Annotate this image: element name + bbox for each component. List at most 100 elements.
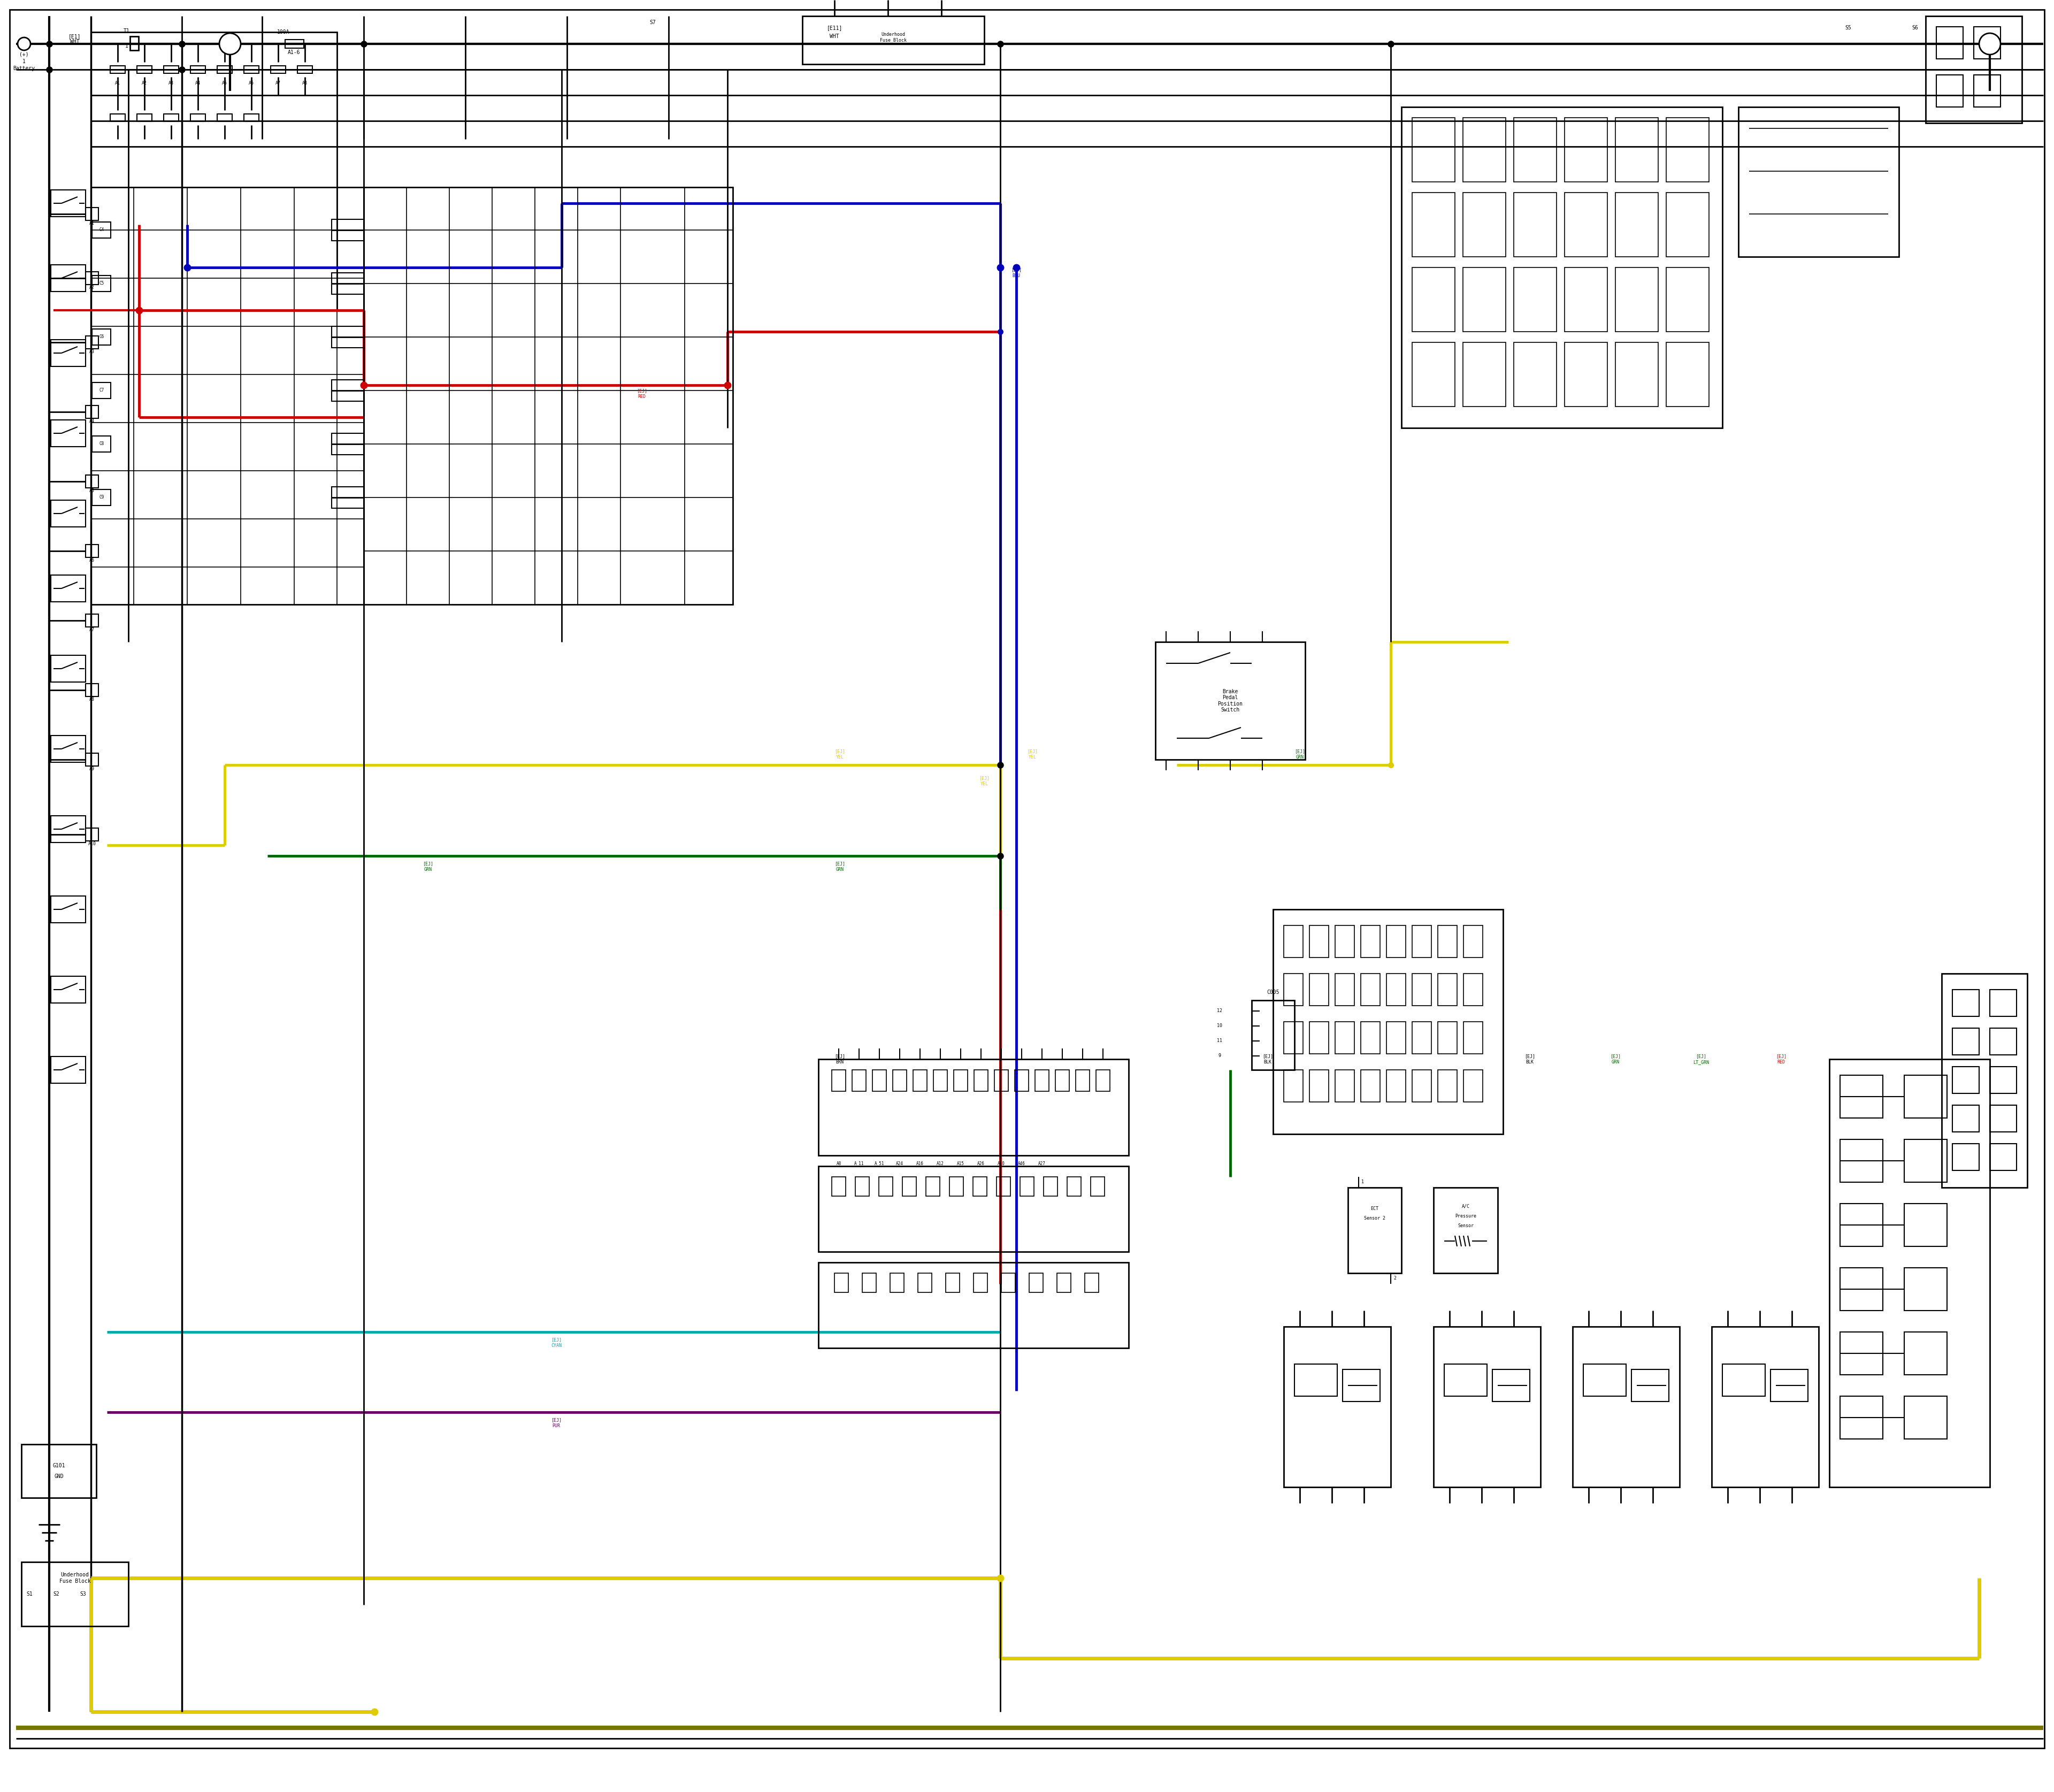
Bar xyxy=(1631,1369,1668,1401)
Bar xyxy=(331,380,364,401)
Bar xyxy=(51,340,86,366)
Bar xyxy=(138,66,152,73)
Bar xyxy=(51,815,86,842)
Bar xyxy=(803,16,984,65)
Bar xyxy=(164,115,179,122)
Bar xyxy=(1927,16,2021,124)
Bar xyxy=(1386,1021,1405,1054)
Text: [EJ]
PUR: [EJ] PUR xyxy=(550,1417,561,1428)
Text: A24: A24 xyxy=(896,1161,904,1167)
Text: A12: A12 xyxy=(937,1161,945,1167)
Text: A4: A4 xyxy=(88,419,94,425)
Bar xyxy=(994,1070,1009,1091)
Text: 100A: 100A xyxy=(277,29,290,34)
Bar xyxy=(164,66,179,73)
Text: [E11]: [E11] xyxy=(826,25,842,30)
Bar xyxy=(1462,342,1506,407)
Text: A3: A3 xyxy=(88,349,94,355)
Bar xyxy=(191,115,205,122)
Text: A9: A9 xyxy=(88,767,94,772)
Bar xyxy=(1937,27,1964,59)
Text: S5: S5 xyxy=(1844,25,1851,30)
Text: T1: T1 xyxy=(123,29,129,34)
Text: S2: S2 xyxy=(53,1591,60,1597)
Bar xyxy=(996,1177,1011,1195)
Bar xyxy=(1514,192,1557,256)
Bar xyxy=(1335,1070,1354,1102)
Bar xyxy=(51,500,86,527)
Bar xyxy=(51,1057,86,1082)
Bar xyxy=(1035,1070,1050,1091)
Bar xyxy=(1904,1396,1947,1439)
Bar xyxy=(1413,1021,1432,1054)
Text: [EJ]
BLK: [EJ] BLK xyxy=(1524,1054,1534,1064)
Text: C7: C7 xyxy=(99,389,105,392)
Text: A10: A10 xyxy=(88,842,97,846)
Bar xyxy=(1990,1029,2017,1055)
Bar xyxy=(1514,267,1557,332)
Text: Sensor 2: Sensor 2 xyxy=(1364,1217,1384,1220)
Bar xyxy=(1666,118,1709,181)
Text: [EJ]
CYAN: [EJ] CYAN xyxy=(550,1337,561,1348)
Bar xyxy=(1974,75,2001,108)
Bar xyxy=(90,186,364,604)
Bar xyxy=(1614,192,1658,256)
Text: C5: C5 xyxy=(99,281,105,287)
Text: A5: A5 xyxy=(222,81,228,86)
Bar xyxy=(893,1070,906,1091)
Bar xyxy=(953,1070,967,1091)
Bar xyxy=(1953,1066,1980,1093)
Bar xyxy=(331,434,364,455)
Bar xyxy=(1584,1364,1627,1396)
Bar xyxy=(902,1177,916,1195)
Bar xyxy=(1723,1364,1764,1396)
Text: A8: A8 xyxy=(302,81,308,86)
Text: [EJ]
GRN: [EJ] GRN xyxy=(1294,749,1304,760)
Bar xyxy=(1413,267,1454,332)
Bar xyxy=(1434,1326,1540,1487)
Bar xyxy=(1904,1204,1947,1247)
Bar xyxy=(1840,1204,1884,1247)
Bar xyxy=(331,487,364,509)
Text: [EJ]
RED: [EJ] RED xyxy=(637,389,647,400)
Bar xyxy=(86,405,99,418)
Text: A/C: A/C xyxy=(1462,1204,1469,1208)
Bar xyxy=(86,545,99,557)
Bar xyxy=(832,1177,846,1195)
Bar xyxy=(1438,973,1456,1005)
Bar xyxy=(1097,1070,1109,1091)
Bar xyxy=(1002,1272,1015,1292)
Bar xyxy=(1043,1177,1058,1195)
Bar xyxy=(1953,1106,1980,1133)
Bar xyxy=(1310,973,1329,1005)
Bar xyxy=(933,1070,947,1091)
Bar xyxy=(1068,1177,1080,1195)
Bar xyxy=(1386,1070,1405,1102)
Bar xyxy=(1904,1140,1947,1183)
Bar xyxy=(1711,1326,1818,1487)
Text: (+): (+) xyxy=(18,52,29,57)
Bar xyxy=(1310,925,1329,957)
Text: [E1]: [E1] xyxy=(68,34,82,39)
Bar xyxy=(974,1272,988,1292)
Bar xyxy=(1085,1272,1099,1292)
Text: A10: A10 xyxy=(998,1161,1004,1167)
Text: C005: C005 xyxy=(1267,989,1280,995)
Text: A1: A1 xyxy=(88,220,94,226)
Text: A1: A1 xyxy=(115,81,121,86)
Bar xyxy=(286,39,304,48)
Bar xyxy=(1413,118,1454,181)
Bar xyxy=(1284,925,1302,957)
Bar xyxy=(92,382,111,398)
Bar xyxy=(331,272,364,294)
Text: 9: 9 xyxy=(1218,1054,1220,1059)
Text: A8: A8 xyxy=(88,697,94,702)
Bar xyxy=(1771,1369,1808,1401)
Bar xyxy=(92,489,111,505)
Text: A6: A6 xyxy=(88,557,94,563)
Bar xyxy=(21,1444,97,1498)
Text: [EJ]
BRN: [EJ] BRN xyxy=(834,1054,844,1064)
Bar xyxy=(1335,973,1354,1005)
Text: [EJ]
YEL: [EJ] YEL xyxy=(834,749,844,760)
Bar xyxy=(1514,118,1557,181)
